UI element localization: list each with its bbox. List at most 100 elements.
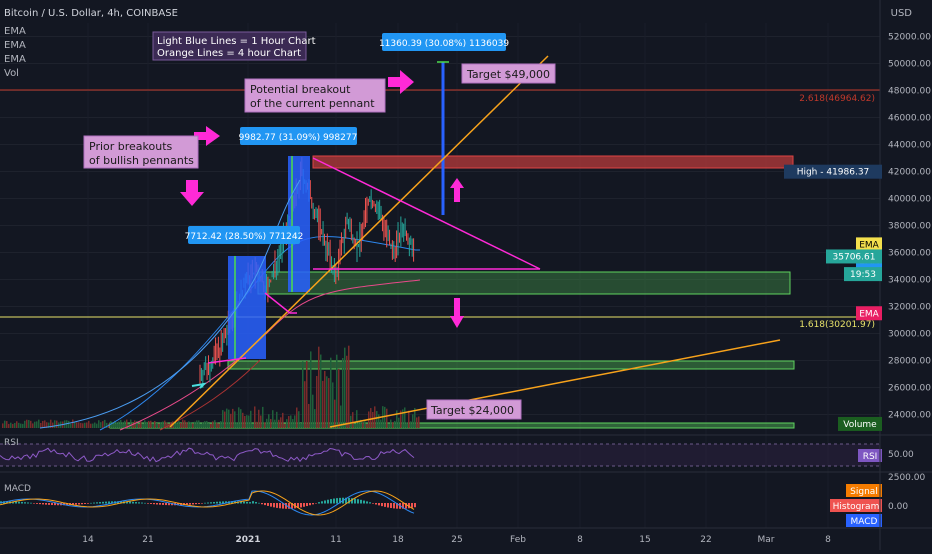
prior-line2: of bullish pennants: [89, 154, 194, 167]
volume-bar: [84, 422, 86, 428]
target-low-text: Target $24,000: [430, 404, 514, 417]
volume-bar: [74, 421, 76, 428]
macd-bar: [282, 503, 284, 509]
indicator-vol[interactable]: Vol: [4, 68, 19, 79]
legend-note: Light Blue Lines = 1 Hour Chart Orange L…: [152, 31, 316, 61]
ema-slow: [119, 279, 421, 431]
price-tick: 28000.00: [888, 357, 931, 367]
volume-bar: [388, 423, 390, 428]
target-high-text: Target $49,000: [466, 68, 550, 81]
volume-bar: [296, 407, 298, 428]
macd-bar: [324, 500, 326, 504]
volume-bar: [262, 406, 264, 428]
volume-bar: [300, 422, 302, 428]
macd-bar: [216, 501, 218, 504]
volume-bar: [10, 422, 12, 428]
volume-bar: [250, 410, 252, 428]
volume-bar: [350, 415, 352, 428]
volume-bar: [248, 415, 250, 428]
macd-bar: [345, 497, 347, 504]
macd-bar: [312, 503, 314, 505]
macd-bar: [219, 501, 221, 504]
macd-bar: [315, 503, 317, 504]
macd-bar: [198, 503, 200, 504]
volume-bar: [20, 423, 22, 428]
time-tick: Feb: [510, 535, 526, 545]
orange-trendline-lower: [329, 339, 781, 428]
volume-bar: [98, 420, 100, 428]
macd-bar: [93, 502, 95, 504]
macd-bar: [408, 503, 410, 509]
price-tick: 44000.00: [888, 141, 931, 151]
macd-bar: [261, 503, 263, 505]
volume-bar: [220, 421, 222, 428]
macd-bar: [381, 503, 383, 507]
price-tag-text: 19:53: [850, 270, 876, 280]
indicator-ema-3[interactable]: EMA: [4, 54, 26, 65]
volume-bar: [364, 421, 366, 428]
macd-bar: [204, 502, 206, 504]
volume-bar: [314, 409, 316, 428]
price-tag: [844, 267, 882, 282]
macd-bar: [51, 503, 53, 506]
volume-bar: [186, 422, 188, 428]
macd-bar: [258, 502, 260, 504]
macd-bar: [153, 503, 155, 505]
macd-bar: [27, 502, 29, 504]
volume-bar: [78, 422, 80, 428]
macd-bar: [303, 503, 305, 507]
volume-bar: [26, 419, 28, 428]
volume-bar: [8, 423, 10, 428]
indicator-ema-1[interactable]: EMA: [4, 26, 26, 37]
macd-bar: [24, 502, 26, 504]
measure-label-2: 9982.77 (31.09%) 998277: [239, 127, 357, 145]
price-tag: [826, 249, 882, 264]
indicator-ema-2[interactable]: EMA: [4, 40, 26, 51]
volume-bar: [152, 423, 154, 428]
volume-bar: [298, 411, 300, 428]
macd-bar: [396, 503, 398, 509]
volume-bar: [52, 422, 54, 428]
macd-bar: [120, 501, 122, 504]
volume-bar: [12, 423, 14, 428]
volume-bar: [100, 422, 102, 428]
volume-bar: [154, 420, 156, 428]
price-tick: 36000.00: [888, 249, 931, 259]
price-tick: 32000.00: [888, 303, 931, 313]
macd-bar: [45, 503, 47, 505]
macd-bar: [129, 501, 131, 504]
volume-bar: [338, 368, 340, 428]
volume-bar: [46, 422, 48, 428]
volume-bar: [246, 415, 248, 428]
volume-bar: [176, 422, 178, 428]
volume-bar: [198, 420, 200, 428]
volume-bar: [320, 354, 322, 428]
macd-bar: [213, 501, 215, 504]
volume-bar: [244, 415, 246, 428]
volume-bar: [312, 394, 314, 428]
rsi-tag: [858, 449, 882, 462]
macd-bar: [6, 501, 8, 504]
arrows: [180, 70, 464, 328]
currency-label[interactable]: USD: [891, 8, 913, 19]
macd-bar: [48, 503, 50, 505]
volume-bar: [380, 419, 382, 428]
volume-bar: [2, 423, 4, 428]
macd-bar: [318, 502, 320, 504]
volume-bar: [32, 423, 34, 428]
macd-bar: [240, 501, 242, 504]
volume-bar: [342, 358, 344, 428]
macd-bar: [18, 501, 20, 504]
macd-bar: [264, 503, 266, 506]
volume-bar: [80, 422, 82, 428]
volume-bar: [270, 418, 272, 428]
potential-line1: Potential breakout: [250, 83, 351, 96]
rsi-band: [0, 444, 880, 466]
arrow-down-prior: [180, 180, 204, 206]
time-axis: 14 21 2021 11 18 25 Feb 8 15 22 Mar 8: [82, 535, 831, 545]
arrow-down-target: [450, 298, 464, 328]
volume-bar: [412, 414, 414, 428]
macd-bar: [210, 502, 212, 504]
price-tick: 46000.00: [888, 114, 931, 124]
volume-bar: [410, 421, 412, 428]
